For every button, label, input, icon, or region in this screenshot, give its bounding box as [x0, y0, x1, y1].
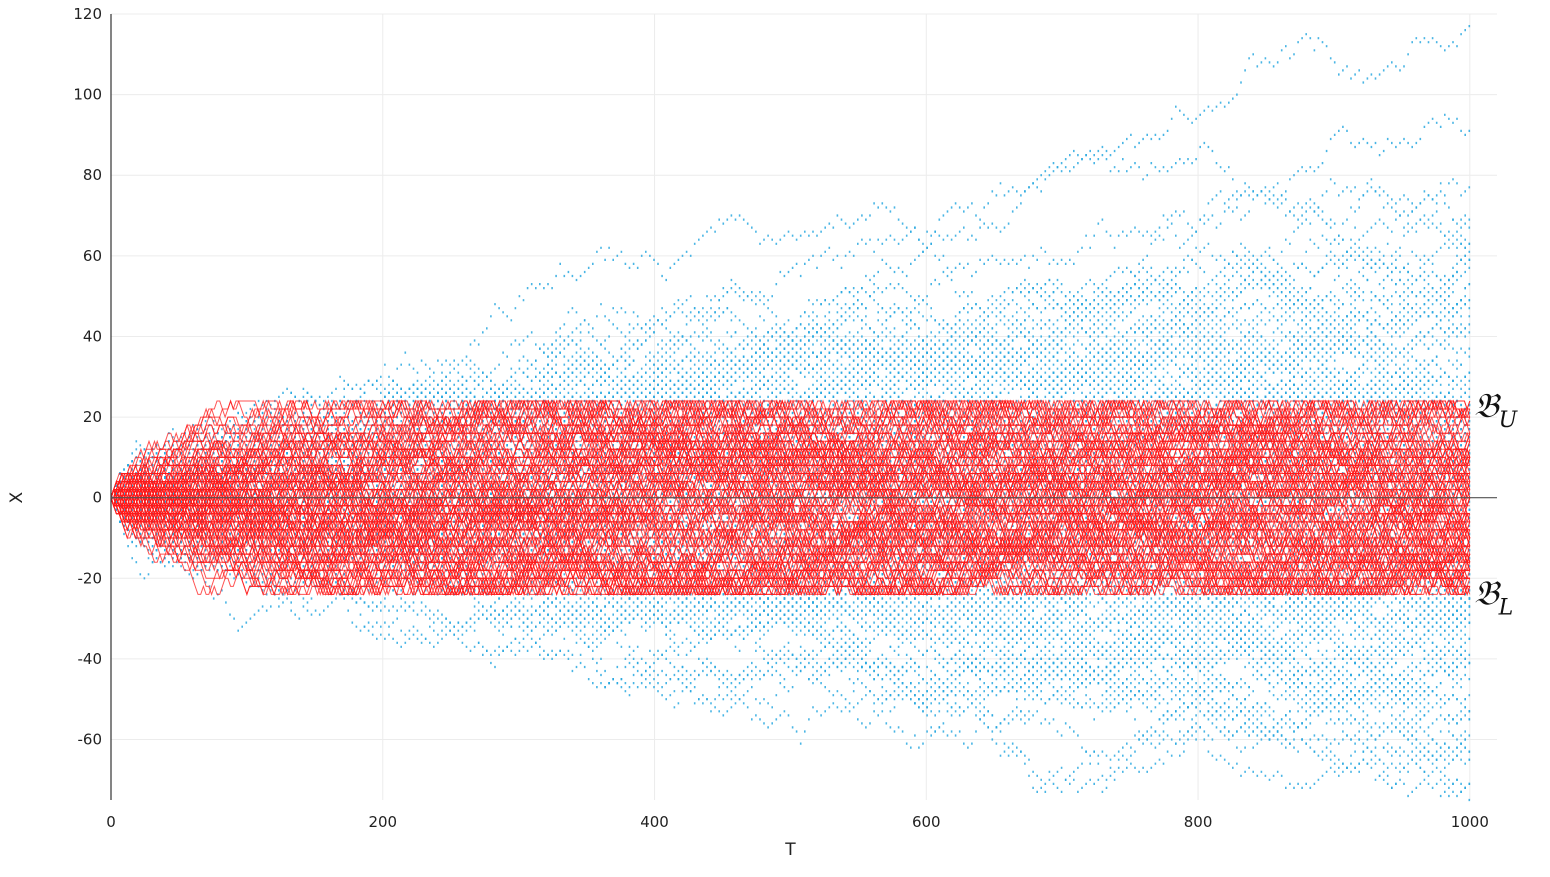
constrained-walk-path	[111, 407, 1471, 548]
y-tick-label: 40	[83, 327, 102, 345]
lower-boundary-subscript: L	[1498, 595, 1514, 620]
upper-boundary-glyph: 𝔅	[1474, 386, 1502, 426]
unconstrained-walk-path	[111, 258, 1471, 519]
y-axis-title: X	[7, 492, 27, 504]
constrained-walk-path	[111, 416, 1471, 547]
unconstrained-walk-path	[111, 266, 1471, 544]
x-axis-title: T	[784, 840, 796, 860]
constrained-walk-path	[111, 488, 1470, 596]
grid-lines	[110, 13, 1497, 800]
unconstrained-walk-path	[111, 210, 1471, 499]
unconstrained-walk-path	[111, 246, 1471, 540]
constrained-walk-path	[110, 431, 1470, 579]
y-tick-label: 60	[83, 247, 102, 265]
constrained-walk-path	[111, 440, 1470, 595]
axes	[110, 14, 1497, 800]
constrained-walk-path	[111, 439, 1471, 596]
constrained-walk-path	[110, 488, 1471, 596]
unconstrained-walk-path	[111, 444, 1471, 608]
y-tick-label: -40	[78, 650, 103, 668]
lower-boundary-label: 𝔅L	[1474, 573, 1513, 620]
unconstrained-walk-path	[111, 424, 1471, 564]
unconstrained-walk-path	[111, 488, 1471, 745]
x-tick-label: 0	[106, 813, 116, 831]
unconstrained-walk-path	[111, 436, 1471, 600]
constrained-walk-path	[111, 399, 1470, 596]
unconstrained-walk-path	[111, 178, 1471, 531]
unconstrained-walk-path	[111, 339, 1471, 503]
tick-labels: 0 200 400 600 800 1000120100806040200-20-40-6…	[73, 5, 1489, 831]
constrained-walk-lines	[110, 399, 1471, 596]
y-tick-label: 80	[83, 166, 102, 184]
unconstrained-walk-path	[111, 141, 1471, 527]
unconstrained-walk-path	[111, 25, 1471, 503]
y-tick-label: 100	[73, 86, 102, 104]
y-tick-label: -20	[78, 569, 103, 587]
constrained-walk-path	[111, 471, 1471, 596]
unconstrained-walk-path	[111, 472, 1471, 773]
unconstrained-walk-path	[111, 391, 1471, 511]
unconstrained-walk-path	[111, 387, 1471, 616]
y-tick-label: -60	[78, 731, 103, 749]
y-tick-label: 0	[92, 489, 102, 507]
unconstrained-walk-path	[111, 299, 1471, 511]
upper-boundary-subscript: U	[1499, 408, 1519, 433]
y-tick-label: 120	[73, 5, 102, 23]
constrained-walk-path	[111, 399, 1471, 539]
unconstrained-walk-path	[111, 488, 1471, 729]
unconstrained-walk-path	[111, 242, 1471, 540]
lower-boundary-glyph: 𝔅	[1474, 573, 1502, 613]
unconstrained-walk-path	[111, 246, 1471, 499]
constrained-walk-path	[111, 488, 1471, 596]
x-tick-label: 800	[1184, 813, 1213, 831]
constrained-walk-path	[111, 431, 1471, 587]
unconstrained-walk-path	[111, 488, 1471, 793]
constrained-walk-path	[110, 423, 1470, 547]
x-tick-label: 200	[368, 813, 397, 831]
unconstrained-walk-points	[111, 25, 1471, 802]
x-tick-label: 400	[640, 813, 669, 831]
constrained-walk-path	[110, 480, 1471, 596]
upper-boundary-label: 𝔅U	[1474, 386, 1519, 433]
unconstrained-walk-path	[111, 331, 1471, 544]
x-tick-label: 600	[912, 813, 941, 831]
y-tick-label: 20	[83, 408, 102, 426]
unconstrained-walk-path	[111, 496, 1471, 793]
x-tick-label: 1000	[1451, 813, 1489, 831]
